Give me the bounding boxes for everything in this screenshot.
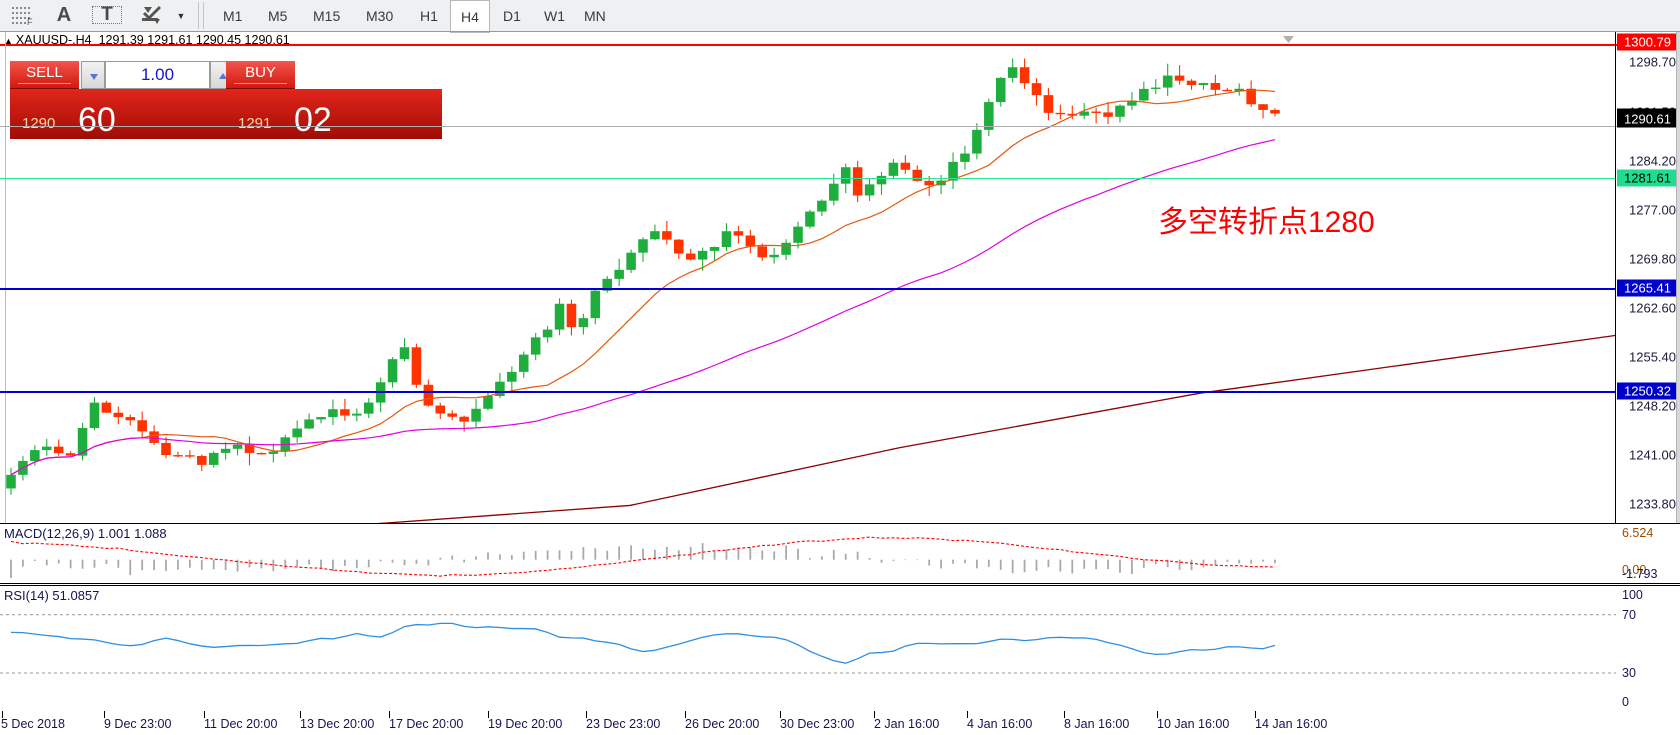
svg-text:F: F (27, 17, 33, 26)
